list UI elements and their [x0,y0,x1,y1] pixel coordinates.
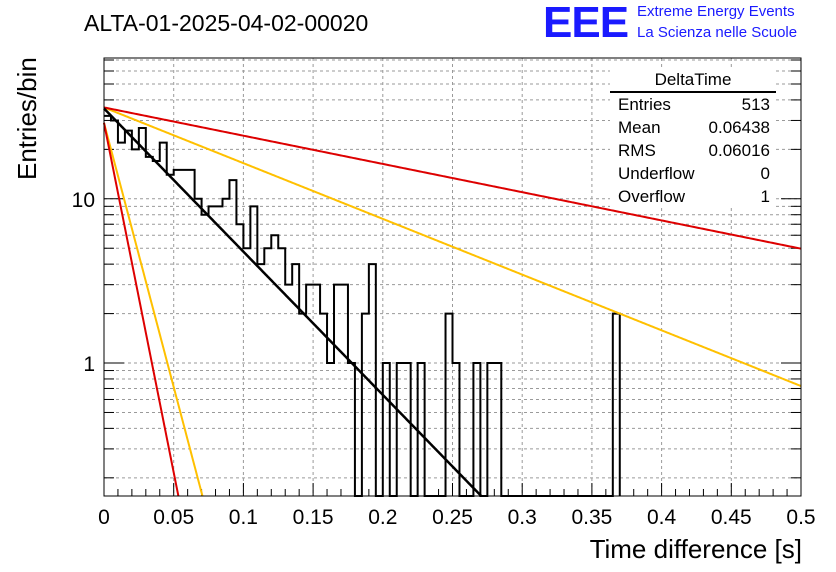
stats-label: Mean [618,118,661,137]
x-tick-label: 0.2 [368,506,397,529]
x-tick-label: 0.1 [229,506,258,529]
stats-row-mean: Mean 0.06438 [610,116,776,139]
stats-value: 0.06438 [708,118,770,137]
x-axis-label: Time difference [s] [589,534,802,564]
stats-row-entries: Entries 513 [610,93,776,116]
org-subtitle: La Scienza nelle Scuole [637,24,798,41]
y-tick-label: 10 [72,189,95,212]
stats-row-underflow: Underflow 0 [610,162,776,185]
fit-curves [103,106,802,497]
stats-box: DeltaTime Entries 513 Mean 0.06438 RMS 0… [610,70,776,208]
stats-value: 1 [760,187,770,206]
x-tick-label: 0.5 [786,506,815,529]
stats-title: DeltaTime [610,70,776,93]
stats-value: 0 [760,164,770,183]
plot-frame [103,57,802,497]
x-tick-label: 0.35 [571,506,612,529]
stats-value: 513 [741,95,770,114]
stats-label: Entries [618,95,671,114]
y-axis-label: Entries/bin [12,57,42,180]
eee-logo: EEE [543,0,629,47]
fit-curve [103,106,802,387]
x-tick-label: 0.25 [432,506,473,529]
org-name: Extreme Energy Events [637,3,795,20]
histogram-outline [104,114,621,497]
x-tick-label: 0 [98,506,110,529]
stats-row-overflow: Overflow 1 [610,185,776,208]
y-tick-label: 1 [83,353,95,376]
tick-labels: 0 0.05 0.1 0.15 0.2 0.25 0.3 0.35 0.4 0.45 0.5 1 10 [72,189,816,529]
x-tick-label: 0.4 [647,506,677,529]
x-tick-label: 0.15 [293,506,334,529]
stats-value: 0.06016 [708,141,770,160]
x-tick-label: 0.3 [508,506,537,529]
fit-curve [103,107,483,497]
fit-curve [103,106,802,250]
chart-title: ALTA-01-2025-04-02-00020 [84,10,369,36]
fit-curve [103,122,180,497]
x-tick-label: 0.45 [711,506,752,529]
histogram [104,114,621,497]
fit-curve [103,122,204,497]
x-tick-label: 0.05 [153,506,194,529]
stats-label: Overflow [618,187,686,206]
stats-label: Underflow [618,164,695,183]
stats-label: RMS [618,141,656,160]
stats-row-rms: RMS 0.06016 [610,139,776,162]
